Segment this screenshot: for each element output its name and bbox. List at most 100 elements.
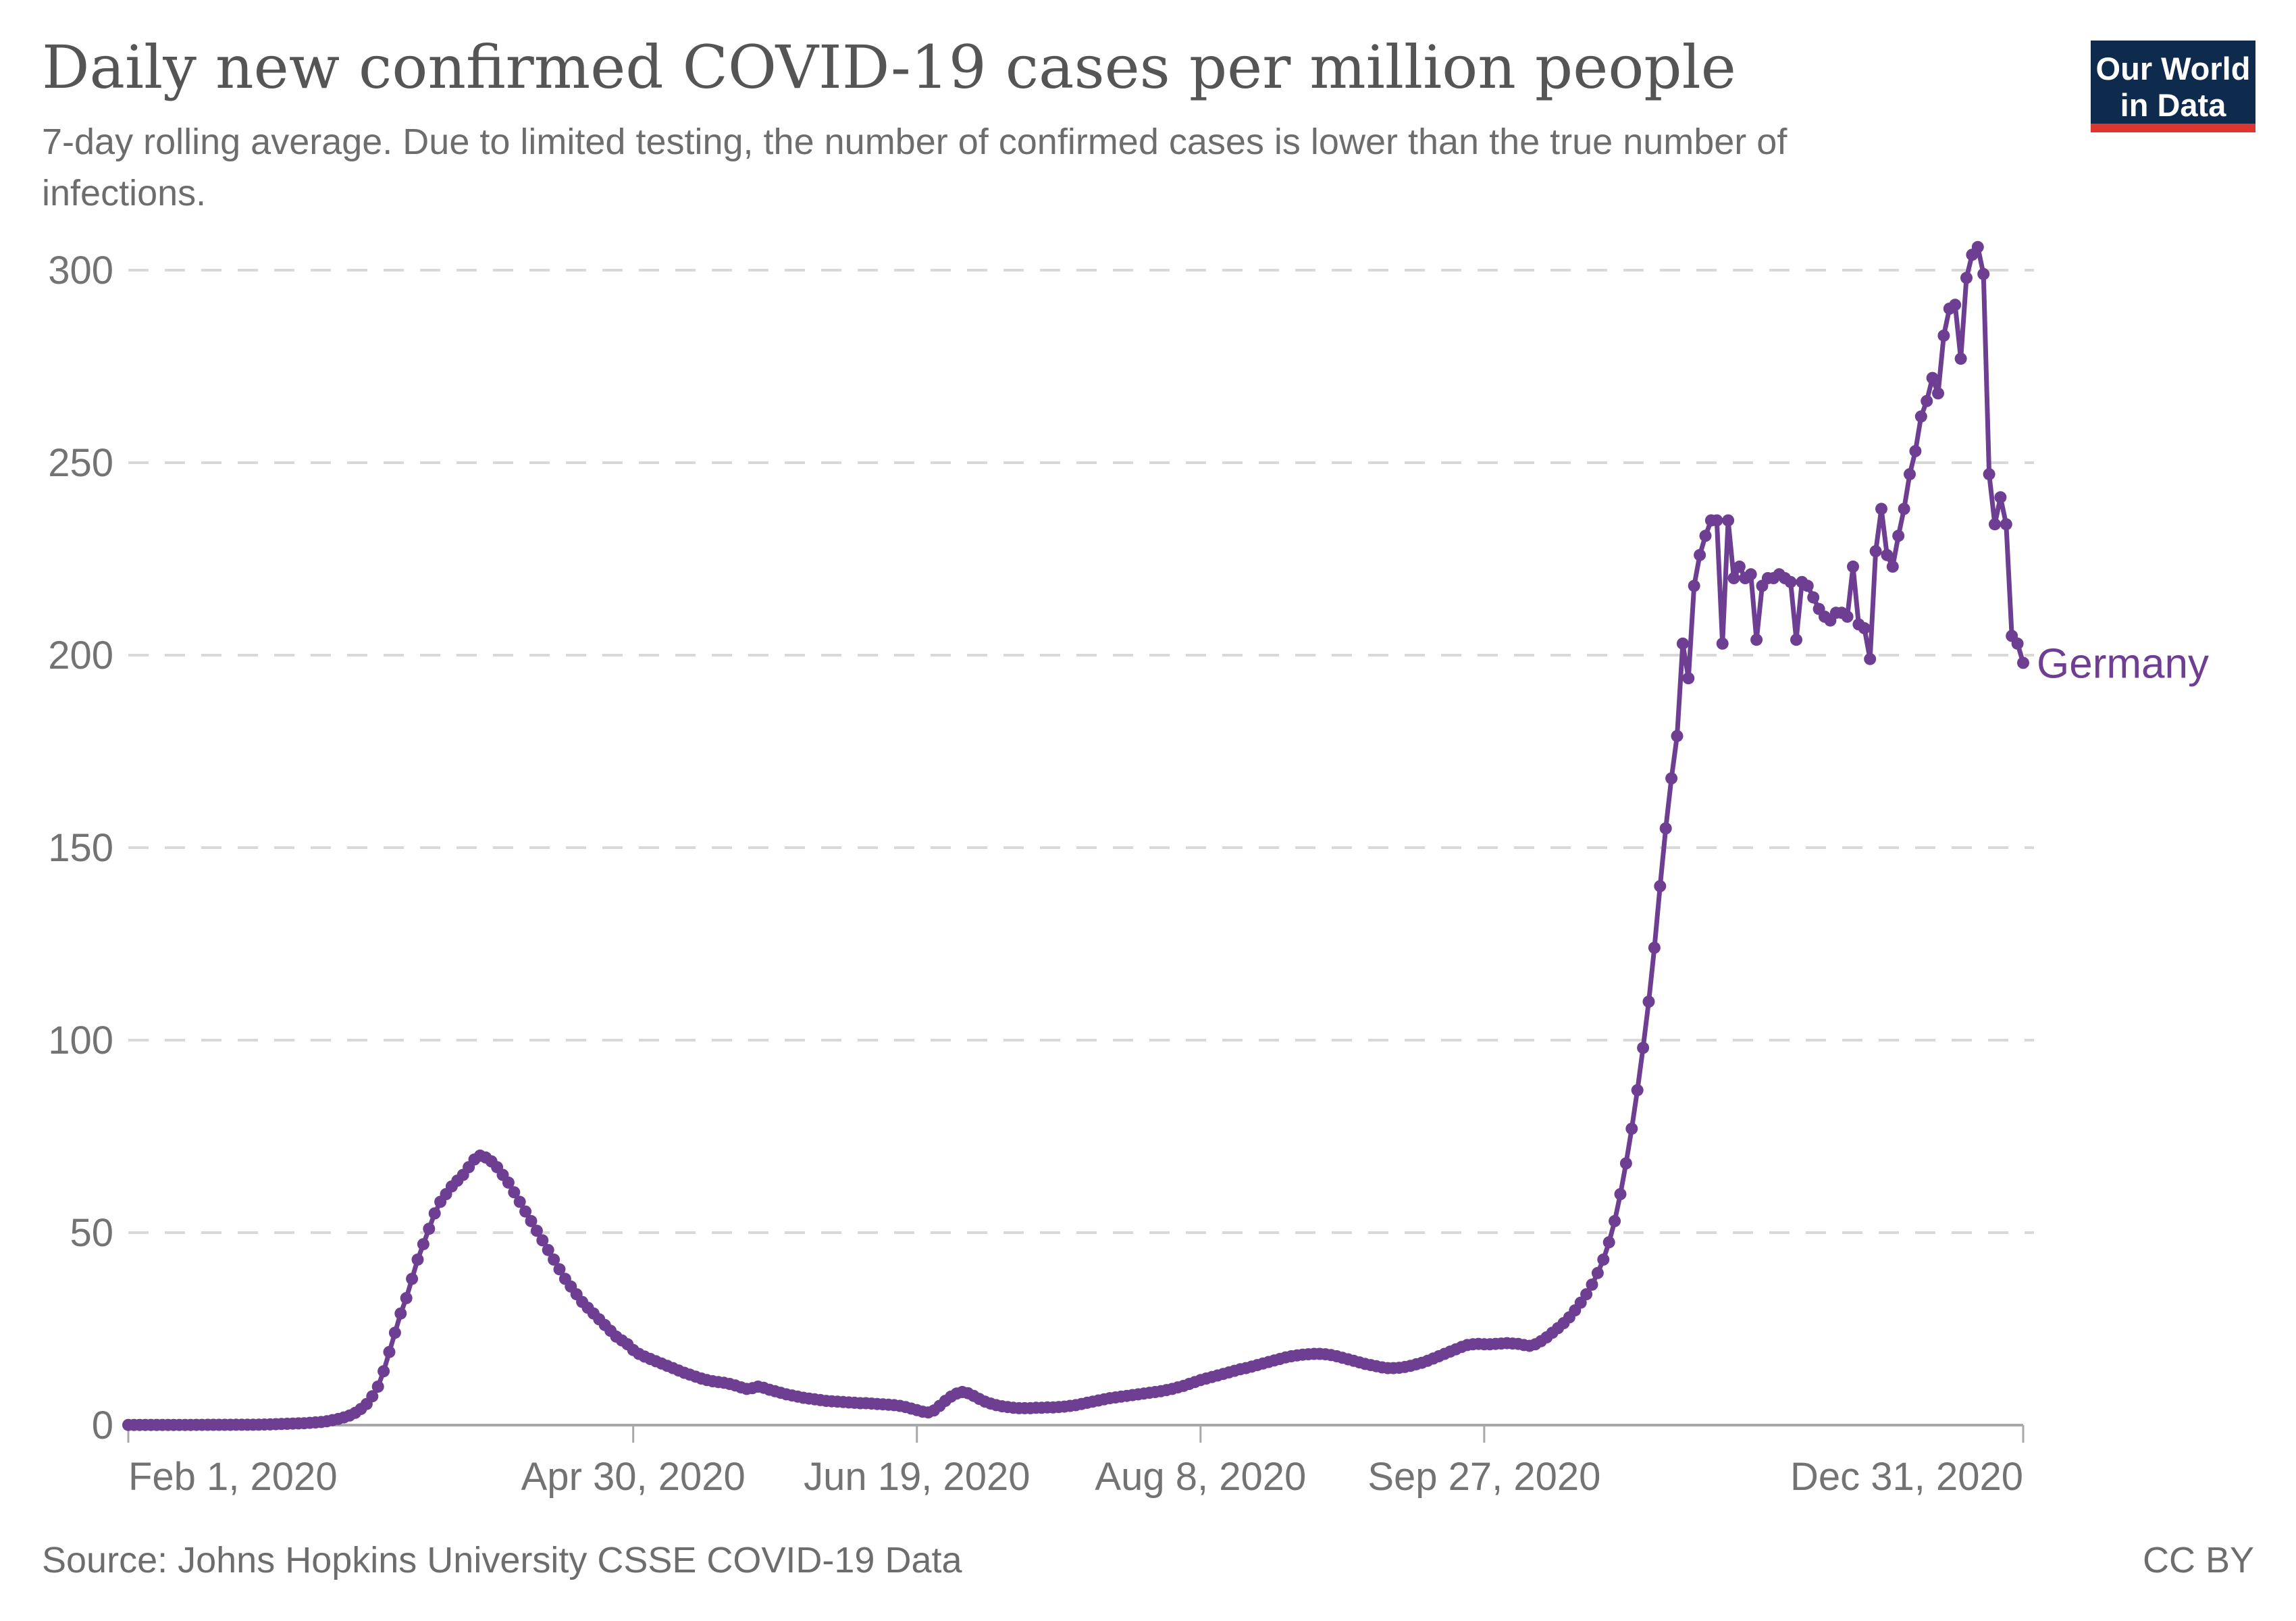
data-point[interactable] (1994, 491, 2007, 504)
y-tick-label: 300 (48, 249, 113, 292)
data-point[interactable] (371, 1381, 384, 1393)
chart-subtitle-line2: infections. (42, 173, 206, 213)
data-point[interactable] (1602, 1236, 1615, 1249)
x-tick-label: Dec 31, 2020 (1790, 1455, 2023, 1499)
data-point[interactable] (1676, 637, 1689, 650)
data-point[interactable] (383, 1345, 396, 1358)
data-point[interactable] (525, 1214, 538, 1227)
data-point[interactable] (1586, 1279, 1598, 1291)
data-point[interactable] (553, 1263, 566, 1276)
data-point[interactable] (1625, 1123, 1638, 1135)
data-point[interactable] (1875, 503, 1887, 515)
data-point[interactable] (1954, 353, 1967, 365)
data-point[interactable] (1716, 637, 1729, 650)
data-point[interactable] (1637, 1041, 1650, 1054)
data-point[interactable] (1609, 1214, 1621, 1227)
data-point[interactable] (1926, 371, 1939, 384)
data-point[interactable] (423, 1223, 436, 1235)
data-point[interactable] (1971, 240, 1984, 253)
data-point[interactable] (1619, 1157, 1632, 1170)
data-point[interactable] (1591, 1266, 1604, 1279)
data-point[interactable] (1642, 996, 1655, 1008)
data-point[interactable] (1921, 394, 1933, 407)
data-point[interactable] (1750, 634, 1763, 646)
data-point[interactable] (406, 1272, 419, 1285)
data-point[interactable] (366, 1390, 379, 1403)
data-point[interactable] (417, 1238, 429, 1251)
data-point[interactable] (1983, 468, 1995, 481)
data-point[interactable] (1790, 634, 1802, 646)
data-point[interactable] (2017, 657, 2029, 669)
data-point[interactable] (1694, 548, 1706, 561)
data-point[interactable] (1722, 514, 1735, 527)
data-point[interactable] (1932, 387, 1944, 400)
data-point[interactable] (1989, 518, 2001, 531)
data-point[interactable] (1801, 580, 1814, 592)
owid-logo-text-line2: in Data (2120, 87, 2227, 123)
data-point[interactable] (1682, 672, 1695, 685)
data-point[interactable] (2000, 518, 2012, 531)
data-point[interactable] (1614, 1188, 1627, 1200)
data-point[interactable] (1711, 514, 1723, 527)
data-point[interactable] (513, 1195, 526, 1208)
data-point[interactable] (530, 1225, 543, 1237)
data-point[interactable] (400, 1291, 413, 1304)
data-point[interactable] (1733, 560, 1746, 573)
owid-logo[interactable]: Our World in Data (2091, 41, 2255, 132)
data-point[interactable] (536, 1234, 549, 1247)
data-point[interactable] (1909, 444, 1922, 457)
data-point[interactable] (1847, 560, 1859, 573)
data-point[interactable] (502, 1176, 515, 1189)
data-point[interactable] (1937, 329, 1950, 342)
data-point[interactable] (1904, 468, 1916, 481)
data-point[interactable] (1654, 880, 1667, 892)
plot-area: 0 50 100 150 200 250 300 Feb 1, 2020 Apr 30, 202… (48, 240, 2034, 1499)
data-point[interactable] (508, 1186, 521, 1199)
y-tick-label: 200 (48, 634, 113, 677)
germany-series[interactable] (122, 240, 2029, 1431)
data-point[interactable] (1886, 560, 1899, 573)
x-tick-label: Jun 19, 2020 (804, 1455, 1030, 1499)
owid-logo-background (2091, 41, 2255, 132)
data-point[interactable] (1949, 299, 1962, 311)
data-point[interactable] (1977, 267, 1990, 280)
data-point[interactable] (1597, 1253, 1610, 1266)
data-point[interactable] (377, 1365, 390, 1378)
data-point[interactable] (1648, 942, 1661, 954)
data-point[interactable] (1744, 568, 1757, 581)
data-point[interactable] (1869, 545, 1882, 558)
data-point[interactable] (2011, 637, 2024, 650)
data-point[interactable] (1699, 530, 1712, 542)
license-note[interactable]: CC BY (2143, 1540, 2254, 1580)
owid-logo-red-strip (2091, 124, 2255, 132)
data-point[interactable] (1631, 1084, 1644, 1097)
data-point[interactable] (1914, 410, 1927, 423)
data-point[interactable] (1881, 548, 1894, 561)
data-point[interactable] (1671, 729, 1684, 742)
data-point[interactable] (388, 1327, 401, 1339)
data-point[interactable] (1807, 591, 1820, 604)
data-point[interactable] (1784, 575, 1797, 588)
data-point[interactable] (548, 1253, 560, 1266)
data-point[interactable] (428, 1207, 441, 1220)
data-point[interactable] (1665, 772, 1678, 785)
data-point[interactable] (1659, 822, 1672, 835)
series-entity-label[interactable]: Germany (2037, 640, 2209, 687)
y-tick-label: 150 (48, 826, 113, 870)
data-point[interactable] (519, 1205, 532, 1218)
germany-series-line[interactable] (126, 245, 2026, 1428)
data-point[interactable] (1892, 530, 1905, 542)
data-point[interactable] (411, 1253, 424, 1266)
data-point[interactable] (542, 1243, 554, 1256)
x-tick-label: Apr 30, 2020 (521, 1455, 746, 1499)
data-point[interactable] (1727, 572, 1740, 584)
data-point[interactable] (1841, 611, 1854, 623)
data-point[interactable] (1898, 503, 1910, 515)
data-point[interactable] (394, 1307, 407, 1320)
data-point[interactable] (1688, 580, 1700, 592)
data-point[interactable] (1858, 622, 1871, 635)
data-point[interactable] (1580, 1288, 1593, 1301)
data-point[interactable] (1864, 652, 1877, 665)
data-point[interactable] (1960, 272, 1973, 284)
